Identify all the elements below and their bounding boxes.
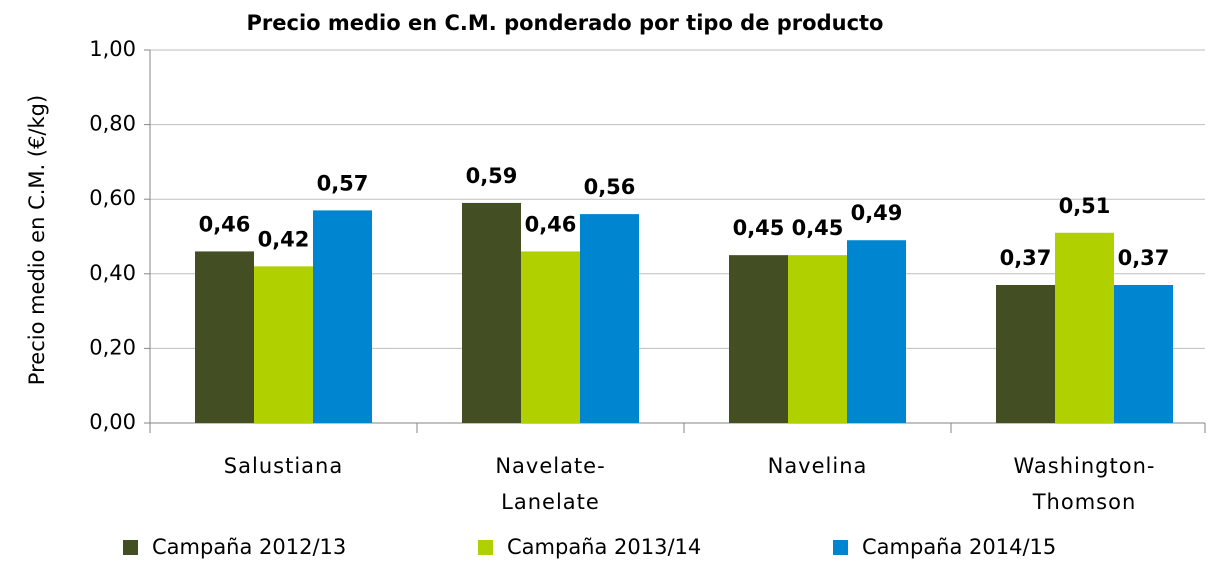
- y-axis-label: Precio medio en C.M. (€/kg): [25, 95, 49, 385]
- y-tick-label: 0,00: [89, 410, 136, 434]
- value-label: 0,46: [525, 212, 577, 236]
- legend-label: Campaña 2013/14: [507, 535, 701, 559]
- value-label: 0,45: [733, 216, 785, 240]
- value-label: 0,49: [851, 201, 903, 225]
- x-tick-label: Salustiana: [224, 454, 343, 478]
- legend-swatch: [478, 540, 493, 555]
- bar: [1055, 232, 1114, 423]
- bar: [313, 210, 372, 423]
- value-label: 0,57: [317, 171, 369, 195]
- bar: [254, 266, 313, 423]
- y-tick-label: 0,80: [89, 112, 136, 136]
- legend-swatch: [833, 540, 848, 555]
- bar: [462, 202, 521, 423]
- bar: [996, 284, 1055, 423]
- y-tick-label: 1,00: [89, 37, 136, 61]
- value-label: 0,46: [199, 212, 251, 236]
- y-tick-label: 0,40: [89, 261, 136, 285]
- x-tick-label: Navelate-Lanelate: [495, 454, 605, 514]
- y-tick-label: 0,60: [89, 186, 136, 210]
- value-label: 0,42: [258, 227, 310, 251]
- x-tick-label: Navelina: [768, 454, 868, 478]
- bar: [1114, 284, 1173, 423]
- bar: [729, 255, 788, 423]
- bar: [847, 240, 906, 423]
- value-label: 0,51: [1059, 194, 1111, 218]
- value-label: 0,56: [584, 175, 636, 199]
- bar: [521, 251, 580, 423]
- value-label: 0,45: [792, 216, 844, 240]
- chart-title: Precio medio en C.M. ponderado por tipo …: [247, 11, 884, 35]
- legend-swatch: [123, 540, 138, 555]
- value-label: 0,59: [466, 164, 518, 188]
- x-tick-label: Washington-Thomson: [1014, 454, 1156, 514]
- value-label: 0,37: [1118, 246, 1170, 270]
- y-tick-label: 0,20: [89, 335, 136, 359]
- bar: [195, 251, 254, 423]
- bar: [580, 214, 639, 423]
- legend-label: Campaña 2014/15: [862, 535, 1056, 559]
- legend-label: Campaña 2012/13: [152, 535, 346, 559]
- bar: [788, 255, 847, 423]
- value-label: 0,37: [1000, 246, 1052, 270]
